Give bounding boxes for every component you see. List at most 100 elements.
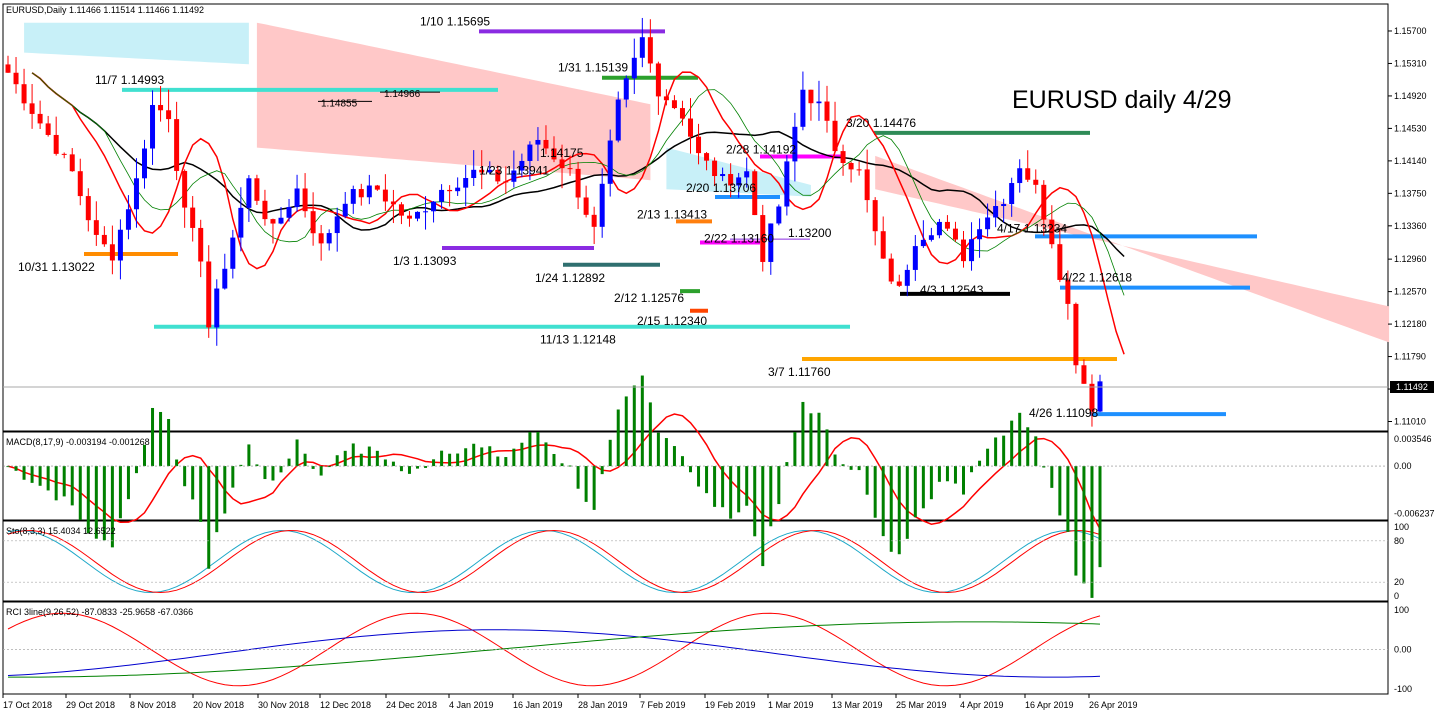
macd-bar <box>102 466 106 541</box>
macd-bar <box>809 413 813 467</box>
candle-body <box>471 169 477 179</box>
candle-body <box>1009 183 1015 205</box>
candle-body <box>1017 168 1023 184</box>
macd-bar <box>159 411 163 467</box>
candle-body <box>872 200 878 232</box>
rci-middle-line <box>7 629 1101 678</box>
level-label: 1/3 1.13093 <box>393 254 457 268</box>
candle-body <box>198 227 204 262</box>
candle-body <box>262 200 268 220</box>
stochastic-pane-frame <box>2 520 1389 602</box>
candle-body <box>1049 219 1055 245</box>
macd-bar <box>937 466 941 482</box>
macd-axis-label: -0.006237 <box>1394 509 1435 519</box>
time-tick-label: 25 Mar 2019 <box>896 700 947 710</box>
price-tick-label: 1.12960 <box>1394 254 1427 264</box>
candle-body <box>567 168 573 170</box>
macd-bar <box>640 375 644 467</box>
macd-bar <box>1058 466 1062 516</box>
candle-body <box>69 154 75 172</box>
macd-bar <box>929 466 933 500</box>
candle-body <box>415 211 420 219</box>
macd-bar <box>512 448 516 467</box>
candle-body <box>374 185 380 190</box>
macd-bar <box>608 439 612 467</box>
candle-body <box>985 217 991 230</box>
macd-bar <box>432 459 436 467</box>
rci-axis-label: -100 <box>1394 684 1412 694</box>
macd-bar <box>504 457 508 467</box>
stochastic-axis-label: 20 <box>1394 577 1404 587</box>
candle-body <box>736 177 742 186</box>
candle-body <box>21 84 27 104</box>
macd-axis-label: 0.003546 <box>1394 434 1432 444</box>
candle-body <box>366 185 372 198</box>
macd-bar <box>632 385 636 467</box>
macd-bar <box>584 466 588 502</box>
level-label: 4/17 1.13234 <box>997 221 1067 235</box>
candle-body <box>663 96 669 101</box>
macd-bar <box>175 459 179 467</box>
candle-body <box>977 229 983 240</box>
macd-bar <box>576 466 580 489</box>
ichimoku-cloud <box>24 22 1390 343</box>
rci-plot: 100 0.00 -100 <box>3 605 1412 694</box>
level-label: 1/23 1.13941 <box>479 163 549 177</box>
time-tick-label: 29 Oct 2018 <box>66 700 115 710</box>
macd-bar <box>78 466 82 520</box>
level-label: 3/20 1.14476 <box>846 116 916 130</box>
time-tick-label: 20 Nov 2018 <box>193 700 244 710</box>
time-tick-label: 19 Feb 2019 <box>705 700 756 710</box>
candle-body <box>896 281 902 286</box>
price-tick-label: 1.14530 <box>1394 123 1427 133</box>
rci-header: RCI 3line(9,26,52) -87.0833 -25.9658 -67… <box>6 607 193 617</box>
macd-bar <box>1074 466 1078 576</box>
stochastic-signal-line <box>7 529 1101 594</box>
candle-body <box>5 64 11 73</box>
macd-bar <box>680 456 684 467</box>
candle-body <box>944 221 950 229</box>
time-tick-label: 8 Nov 2018 <box>130 700 176 710</box>
candle-body <box>142 148 147 179</box>
candle-body <box>294 188 300 208</box>
macd-bar <box>70 466 74 506</box>
candle-body <box>952 228 958 240</box>
level-label: 2/12 1.12576 <box>614 291 684 305</box>
candle-body <box>350 189 356 204</box>
macd-bar <box>416 466 419 469</box>
macd-axis-label: 0.00 <box>1394 461 1412 471</box>
macd-bar <box>921 466 925 509</box>
cloud-bearish <box>256 22 651 181</box>
candle-body <box>503 181 509 183</box>
candle-body <box>519 160 525 171</box>
candle-body <box>679 108 685 119</box>
candle-body <box>29 103 35 114</box>
candle-body <box>286 207 292 218</box>
macd-bar <box>865 466 869 495</box>
candle-body <box>125 209 131 230</box>
macd-bar <box>978 460 982 467</box>
macd-bar <box>544 442 548 467</box>
candle-body <box>720 174 726 177</box>
candle-body <box>1025 168 1031 180</box>
candle-body <box>712 160 718 177</box>
macd-bar <box>664 438 668 467</box>
candle-body <box>133 178 139 210</box>
cloud-bullish <box>666 147 811 197</box>
candle-body <box>631 57 637 79</box>
time-tick-label: 26 Apr 2019 <box>1089 700 1138 710</box>
candle-body <box>230 237 236 269</box>
macd-bar <box>207 466 211 569</box>
macd-bar <box>705 466 709 494</box>
candle-body <box>936 221 942 236</box>
macd-bar <box>143 444 146 467</box>
macd-bar <box>38 466 42 486</box>
macd-bar <box>841 464 845 467</box>
candle-body <box>166 110 172 120</box>
time-tick-label: 16 Apr 2019 <box>1025 700 1074 710</box>
level-label: 4/3 1.12543 <box>920 283 984 297</box>
candle-body <box>77 171 83 197</box>
candle-body <box>880 231 886 259</box>
macd-bar <box>311 466 315 469</box>
